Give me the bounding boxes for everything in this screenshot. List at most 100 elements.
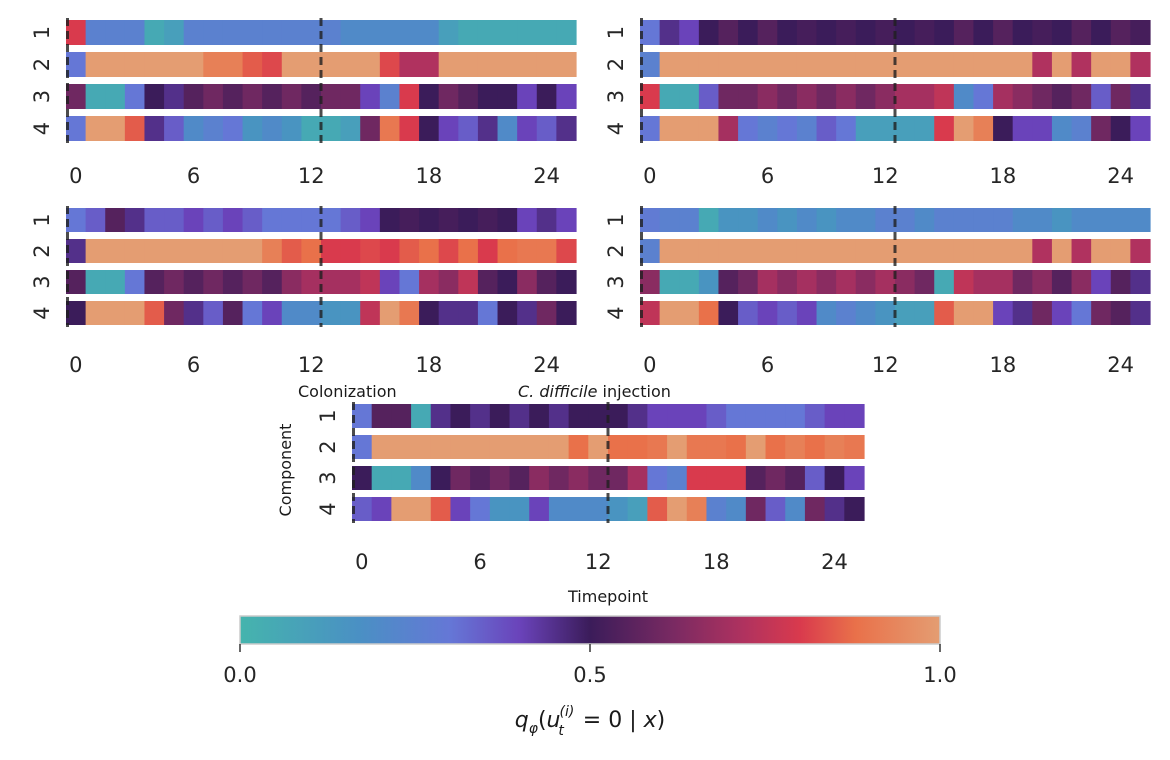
heatmap-cell [203, 84, 224, 109]
heatmap-cell [686, 466, 708, 490]
heatmap-cell [875, 52, 896, 77]
heatmap-cell [777, 239, 798, 263]
heatmap-cell [399, 208, 420, 232]
heatmap-cell [183, 208, 204, 232]
heatmap-cell [804, 466, 826, 490]
heatmap-cell [816, 239, 837, 263]
x-tick-label: 18 [703, 550, 730, 574]
heatmap-cell [588, 466, 609, 490]
heatmap-cell [1012, 301, 1033, 325]
heatmap-cell [85, 270, 106, 294]
colorbar-label: qφ(u(i) t = 0 | x) [515, 704, 666, 739]
heatmap-cell [1110, 116, 1131, 141]
x-tick-label: 18 [990, 164, 1017, 188]
heatmap-cell [816, 301, 837, 325]
heatmap-cell [556, 84, 577, 109]
heatmap-cell [556, 116, 577, 141]
heatmap-cell [144, 208, 165, 232]
heatmap-cell [745, 404, 767, 428]
heatmap-cell [1071, 84, 1092, 109]
x-tick-label: 6 [761, 353, 774, 377]
heatmap-cell [411, 466, 432, 490]
heatmap-cell [242, 116, 263, 141]
heatmap-cell [105, 20, 126, 45]
heatmap-cell [262, 52, 283, 77]
heatmap-cell [765, 466, 786, 490]
heatmap-cell [993, 239, 1014, 263]
heatmap-cell [517, 20, 538, 45]
x-tick-label: 12 [872, 353, 899, 377]
x-tick-label: 0 [643, 353, 656, 377]
heatmap-cell [745, 497, 767, 521]
heatmap-cell [1130, 301, 1151, 325]
heatmap-cell [647, 404, 668, 428]
heatmap-cell [281, 301, 302, 325]
heatmap-cell [360, 270, 381, 294]
heatmap-cell [497, 20, 518, 45]
heatmap-cell [718, 20, 739, 45]
heatmap-cell [497, 301, 518, 325]
heatmap-cell [124, 116, 146, 141]
heatmap-cell [698, 52, 720, 77]
x-tick-label: 18 [990, 353, 1017, 377]
heatmap-cell [262, 116, 283, 141]
heatmap-cell [536, 239, 557, 263]
heatmap-cell [548, 497, 570, 521]
heatmap-cell [1130, 116, 1151, 141]
heatmap-cell [391, 404, 412, 428]
heatmap-cell [1012, 20, 1033, 45]
heatmap-cell [419, 239, 440, 263]
heatmap-cell [777, 270, 798, 294]
heatmap-cell [419, 270, 440, 294]
heatmap-cell [1032, 84, 1053, 109]
heatmap-cell [757, 84, 778, 109]
heatmap-cell [765, 404, 786, 428]
heatmap-cell [934, 52, 955, 77]
x-tick-label: 6 [761, 164, 774, 188]
heatmap-cell [934, 20, 955, 45]
heatmap-cell [321, 20, 342, 45]
heatmap-cell [824, 466, 845, 490]
heatmap-cell [509, 497, 530, 521]
heatmap-cell [588, 497, 609, 521]
heatmap-cell [934, 301, 955, 325]
heatmap-cell [777, 20, 798, 45]
heatmap-cell [1091, 84, 1112, 109]
heatmap-cell [844, 435, 865, 459]
heatmap-cell [438, 239, 459, 263]
heatmap-cell [548, 466, 570, 490]
heatmap-cell [953, 84, 975, 109]
heatmap-cell [1012, 116, 1033, 141]
heatmap-cell [183, 52, 204, 77]
heatmap-cell [816, 84, 837, 109]
heatmap-cell [627, 497, 648, 521]
heatmap-cell [757, 301, 778, 325]
heatmap-cell [777, 52, 798, 77]
heatmap-cell [529, 497, 550, 521]
heatmap-cell [718, 239, 739, 263]
heatmap-cell [321, 208, 342, 232]
heatmap-cell [745, 466, 767, 490]
heatmap-cell [85, 239, 106, 263]
heatmap-cell [497, 116, 518, 141]
heatmap-cell [824, 404, 845, 428]
heatmap-cell [895, 239, 916, 263]
heatmap-cell [934, 84, 955, 109]
heatmap-cell [1091, 20, 1112, 45]
heatmap-cell [419, 208, 440, 232]
heatmap-cell [222, 20, 244, 45]
heatmap-cell [640, 20, 661, 45]
heatmap-cell [340, 208, 361, 232]
heatmap-cell [993, 116, 1014, 141]
heatmap-cell [1091, 239, 1112, 263]
x-tick-label: 0 [69, 353, 82, 377]
heatmap-cell [262, 239, 283, 263]
heatmap-cell [993, 270, 1014, 294]
heatmap-cell [679, 301, 700, 325]
heatmap-cell [765, 435, 786, 459]
heatmap-cell [895, 270, 916, 294]
heatmap-cell [379, 239, 401, 263]
heatmap-cell [777, 84, 798, 109]
